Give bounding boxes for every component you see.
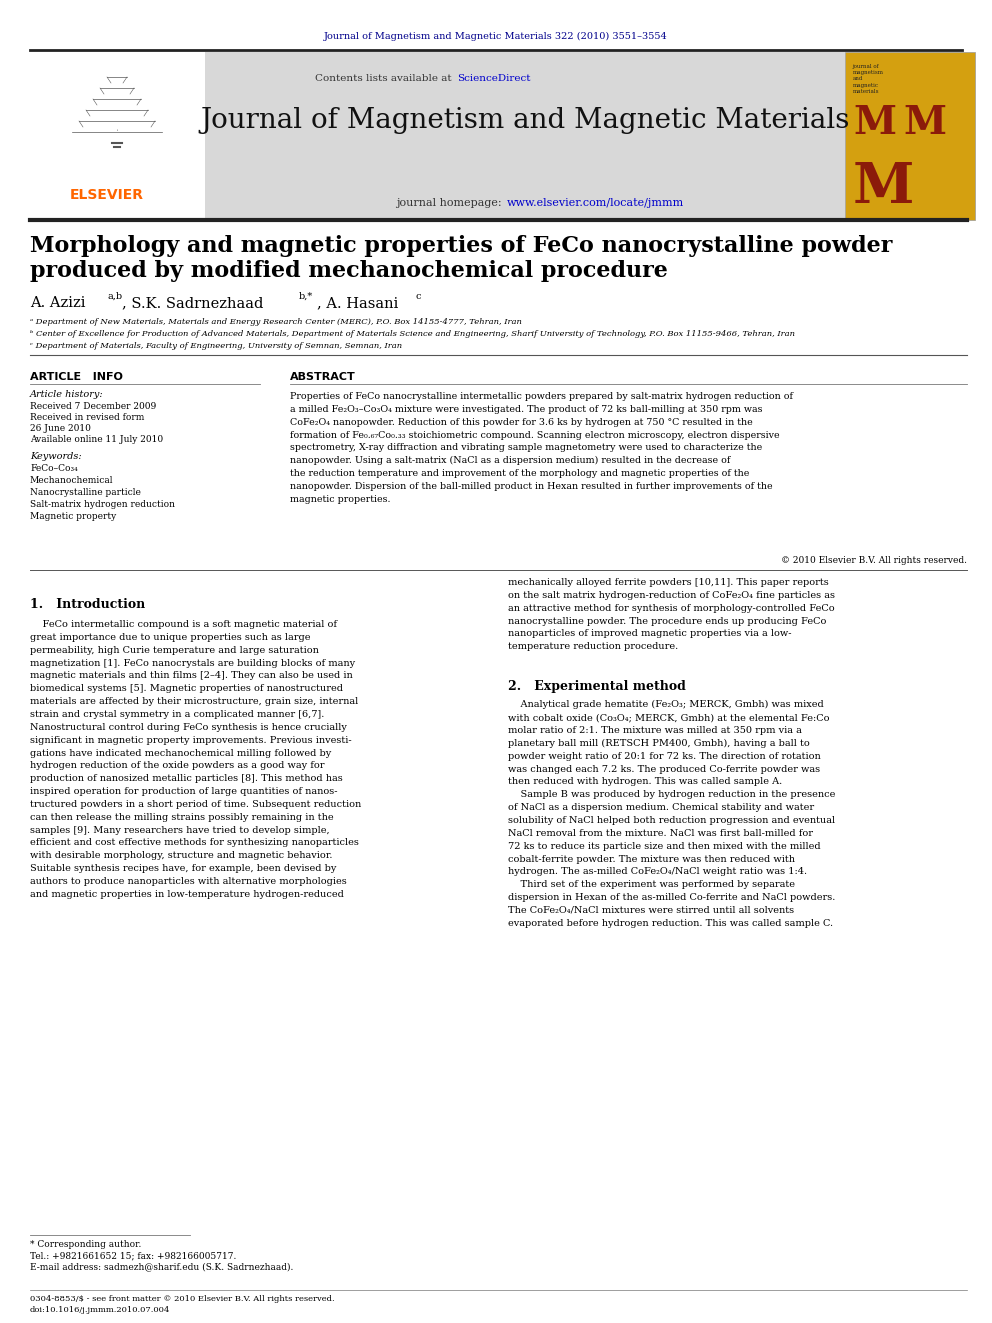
Text: E-mail address: sadmezh@sharif.edu (S.K. Sadrnezhaad).: E-mail address: sadmezh@sharif.edu (S.K.… — [30, 1262, 294, 1271]
Text: Received in revised form: Received in revised form — [30, 413, 145, 422]
Text: Mechanochemical: Mechanochemical — [30, 476, 113, 486]
Text: M: M — [853, 160, 915, 216]
Text: ᵇ Center of Excellence for Production of Advanced Materials, Department of Mater: ᵇ Center of Excellence for Production of… — [30, 329, 795, 337]
Bar — [845, 52, 975, 220]
Text: ᵃ Department of New Materials, Materials and Energy Research Center (MERC), P.O.: ᵃ Department of New Materials, Materials… — [30, 318, 522, 325]
Text: M: M — [853, 105, 896, 142]
Text: Analytical grade hematite (Fe₂O₃; MERCK, Gmbh) was mixed
with cobalt oxide (Co₃O: Analytical grade hematite (Fe₂O₃; MERCK,… — [508, 700, 835, 927]
Text: FeCo–Co₃₄: FeCo–Co₃₄ — [30, 464, 77, 474]
Text: Properties of FeCo nanocrystalline intermetallic powders prepared by salt-matrix: Properties of FeCo nanocrystalline inter… — [290, 392, 793, 504]
Text: ELSEVIER: ELSEVIER — [70, 188, 144, 202]
Text: Article history:: Article history: — [30, 390, 103, 400]
Text: journal homepage:: journal homepage: — [396, 198, 505, 208]
Text: ARTICLE   INFO: ARTICLE INFO — [30, 372, 123, 382]
Text: Nanocrystalline particle: Nanocrystalline particle — [30, 488, 141, 497]
Text: , A. Hasani: , A. Hasani — [317, 296, 399, 310]
Text: A. Azizi: A. Azizi — [30, 296, 90, 310]
Text: journal of
magnetism
and
magnetic
materials: journal of magnetism and magnetic materi… — [853, 64, 884, 94]
Text: 2.   Experimental method: 2. Experimental method — [508, 680, 685, 693]
Text: , S.K. Sadrnezhaad: , S.K. Sadrnezhaad — [122, 296, 268, 310]
Text: Available online 11 July 2010: Available online 11 July 2010 — [30, 435, 163, 445]
Text: doi:10.1016/j.jmmm.2010.07.004: doi:10.1016/j.jmmm.2010.07.004 — [30, 1306, 171, 1314]
Text: a,b: a,b — [107, 292, 122, 302]
Text: produced by modified mechanochemical procedure: produced by modified mechanochemical pro… — [30, 261, 668, 282]
Text: 1.   Introduction: 1. Introduction — [30, 598, 145, 611]
Text: b,*: b,* — [299, 292, 313, 302]
Text: FeCo intermetallic compound is a soft magnetic material of
great importance due : FeCo intermetallic compound is a soft ma… — [30, 620, 361, 898]
Text: Journal of Magnetism and Magnetic Materials: Journal of Magnetism and Magnetic Materi… — [200, 107, 850, 134]
Text: Salt-matrix hydrogen reduction: Salt-matrix hydrogen reduction — [30, 500, 175, 509]
Text: ScienceDirect: ScienceDirect — [457, 74, 531, 83]
Text: Contents lists available at: Contents lists available at — [315, 74, 455, 83]
Text: Received 7 December 2009: Received 7 December 2009 — [30, 402, 157, 411]
Text: Keywords:: Keywords: — [30, 452, 81, 460]
Text: Magnetic property: Magnetic property — [30, 512, 116, 521]
Bar — [30, 52, 845, 220]
Text: 26 June 2010: 26 June 2010 — [30, 423, 91, 433]
Text: Journal of Magnetism and Magnetic Materials 322 (2010) 3551–3554: Journal of Magnetism and Magnetic Materi… — [324, 32, 668, 41]
Text: mechanically alloyed ferrite powders [10,11]. This paper reports
on the salt mat: mechanically alloyed ferrite powders [10… — [508, 578, 835, 651]
Text: 0304-8853/$ - see front matter © 2010 Elsevier B.V. All rights reserved.: 0304-8853/$ - see front matter © 2010 El… — [30, 1295, 334, 1303]
Text: * Corresponding author.: * Corresponding author. — [30, 1240, 142, 1249]
Text: Tel.: +9821661652 15; fax: +982166005717.: Tel.: +9821661652 15; fax: +982166005717… — [30, 1252, 236, 1259]
Text: ABSTRACT: ABSTRACT — [290, 372, 356, 382]
Text: www.elsevier.com/locate/jmmm: www.elsevier.com/locate/jmmm — [507, 198, 684, 208]
Text: M: M — [903, 105, 946, 142]
Text: ᶜ Department of Materials, Faculty of Engineering, University of Semnan, Semnan,: ᶜ Department of Materials, Faculty of En… — [30, 343, 402, 351]
Text: c: c — [415, 292, 421, 302]
Text: Morphology and magnetic properties of FeCo nanocrystalline powder: Morphology and magnetic properties of Fe… — [30, 235, 893, 257]
Bar — [30, 52, 205, 220]
Text: © 2010 Elsevier B.V. All rights reserved.: © 2010 Elsevier B.V. All rights reserved… — [781, 556, 967, 565]
